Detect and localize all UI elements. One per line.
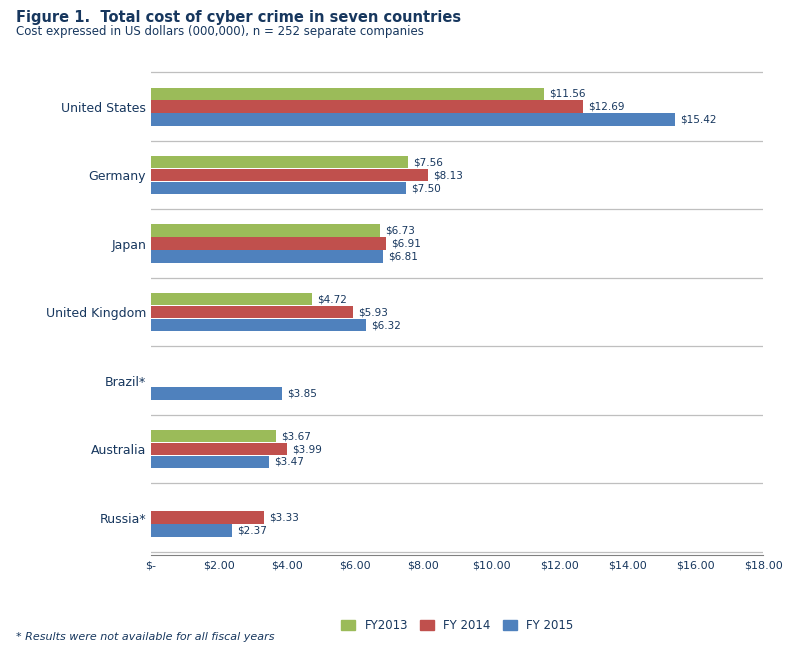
Bar [151,182,406,194]
Bar [151,430,276,442]
Text: $12.69: $12.69 [588,102,624,112]
Bar [151,306,353,318]
Text: $3.99: $3.99 [292,444,322,454]
Text: * Results were not available for all fiscal years: * Results were not available for all fis… [16,632,274,642]
Text: $3.67: $3.67 [281,431,311,441]
Bar [151,511,264,524]
Bar [151,319,366,331]
Text: $6.81: $6.81 [388,252,417,261]
Bar [151,388,282,399]
Bar [151,524,231,537]
Text: $8.13: $8.13 [432,170,463,180]
Bar [151,456,269,468]
Text: $3.47: $3.47 [274,457,304,467]
Text: Cost expressed in US dollars (000,000), n = 252 separate companies: Cost expressed in US dollars (000,000), … [16,25,424,38]
Text: $7.56: $7.56 [413,157,443,167]
Text: $3.33: $3.33 [270,512,299,522]
Bar [151,114,676,125]
Bar [151,169,428,181]
Text: $6.91: $6.91 [391,238,421,248]
Text: $11.56: $11.56 [549,89,586,99]
Text: $4.72: $4.72 [316,294,347,304]
Bar [151,225,380,237]
Text: $6.73: $6.73 [385,225,415,236]
Text: $3.85: $3.85 [287,388,317,399]
Bar [151,250,382,263]
Text: $5.93: $5.93 [358,307,388,317]
Bar [151,237,386,250]
Text: Figure 1.  Total cost of cyber crime in seven countries: Figure 1. Total cost of cyber crime in s… [16,10,461,25]
Bar [151,101,583,113]
Text: $2.37: $2.37 [237,526,266,535]
Text: $7.50: $7.50 [411,183,441,193]
Bar [151,156,408,168]
Text: $15.42: $15.42 [681,114,717,125]
Bar [151,87,545,100]
Bar [151,443,287,455]
Legend: FY2013, FY 2014, FY 2015: FY2013, FY 2014, FY 2015 [341,619,573,632]
Bar [151,293,312,306]
Text: $6.32: $6.32 [371,320,401,330]
